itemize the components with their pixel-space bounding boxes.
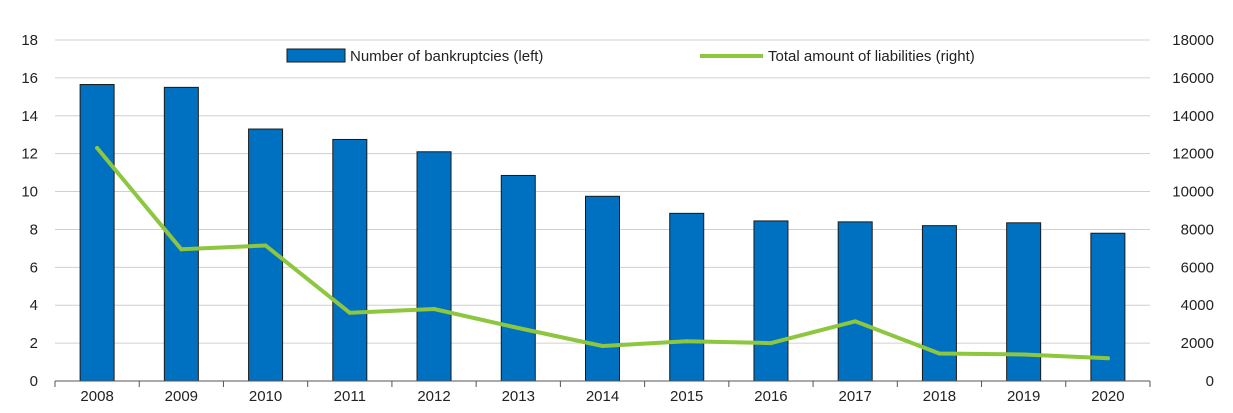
right-tick-0: 0: [1206, 373, 1214, 390]
x-tick-2009: 2009: [165, 388, 198, 405]
bar-2019: [1006, 222, 1042, 382]
x-tick-2019: 2019: [1007, 388, 1040, 405]
right-tick-14000: 14000: [1172, 108, 1214, 125]
left-tick-0: 0: [30, 373, 38, 390]
x-tick-2015: 2015: [670, 388, 703, 405]
left-tick-16: 16: [21, 70, 38, 87]
liabilities-point-2013: [516, 325, 521, 330]
axes: [54, 380, 1151, 387]
right-axis-tick-labels: 0 2000 4000 6000 8000 10000 12000 14000 16000 180…: [1172, 32, 1214, 390]
bar-2018: [921, 225, 957, 382]
x-tick-2016: 2016: [754, 388, 787, 405]
bar-2014: [585, 195, 620, 382]
left-tick-8: 8: [30, 221, 38, 238]
left-tick-6: 6: [30, 259, 38, 276]
x-tick-2014: 2014: [586, 388, 619, 405]
x-tick-2012: 2012: [417, 388, 450, 405]
bar-2015: [669, 212, 705, 382]
left-tick-2: 2: [30, 335, 38, 352]
x-tick-2010: 2010: [249, 388, 282, 405]
left-tick-10: 10: [21, 184, 38, 201]
bar-2011: [332, 138, 368, 382]
bar-series: [79, 84, 1126, 382]
liabilities-point-2020: [1105, 356, 1110, 361]
liabilities-point-2009: [179, 247, 184, 252]
line-series: [95, 145, 1110, 361]
left-axis-tick-labels: 0 2 4 6 8 10 12 14 16 18: [21, 32, 38, 390]
liabilities-point-2018: [937, 351, 942, 356]
liabilities-point-2011: [347, 310, 352, 315]
liabilities-point-2015: [684, 339, 689, 344]
legend-label-liabilities: Total amount of liabilities (right): [768, 48, 975, 65]
right-tick-2000: 2000: [1181, 335, 1214, 352]
x-tick-2017: 2017: [839, 388, 872, 405]
bar-2013: [500, 174, 536, 382]
liabilities-point-2016: [768, 341, 773, 346]
liabilities-point-2017: [853, 319, 858, 324]
right-tick-6000: 6000: [1181, 259, 1214, 276]
x-axis-tick-labels: 2008 2009 2010 2011 2012 2013 2014 2015 2016 2017…: [80, 388, 1124, 405]
liabilities-point-2008: [95, 145, 100, 150]
bar-2012: [416, 151, 452, 382]
liabilities-point-2014: [600, 343, 605, 348]
right-tick-4000: 4000: [1181, 297, 1214, 314]
x-tick-2011: 2011: [334, 388, 366, 405]
right-tick-12000: 12000: [1172, 146, 1214, 163]
legend-label-bankruptcies: Number of bankruptcies (left): [350, 48, 543, 65]
left-tick-4: 4: [30, 297, 38, 314]
liabilities-point-2019: [1021, 352, 1026, 357]
right-tick-8000: 8000: [1181, 221, 1214, 238]
gridlines: [55, 39, 1150, 344]
bar-2016: [753, 220, 789, 382]
right-tick-10000: 10000: [1172, 184, 1214, 201]
left-tick-18: 18: [21, 32, 38, 49]
left-tick-12: 12: [21, 146, 38, 163]
right-tick-18000: 18000: [1172, 32, 1214, 49]
legend: Number of bankruptcies (left) Total amou…: [286, 48, 975, 65]
x-tick-2013: 2013: [502, 388, 535, 405]
liabilities-point-2012: [432, 307, 437, 312]
x-tick-2008: 2008: [80, 388, 113, 405]
legend-swatch-bankruptcies: [286, 48, 346, 63]
bar-2017: [837, 221, 873, 382]
x-tick-2018: 2018: [923, 388, 956, 405]
right-tick-16000: 16000: [1172, 70, 1214, 87]
liabilities-point-2010: [263, 243, 268, 248]
left-tick-14: 14: [21, 108, 38, 125]
x-tick-2020: 2020: [1091, 388, 1124, 405]
bar-2008: [79, 84, 115, 382]
